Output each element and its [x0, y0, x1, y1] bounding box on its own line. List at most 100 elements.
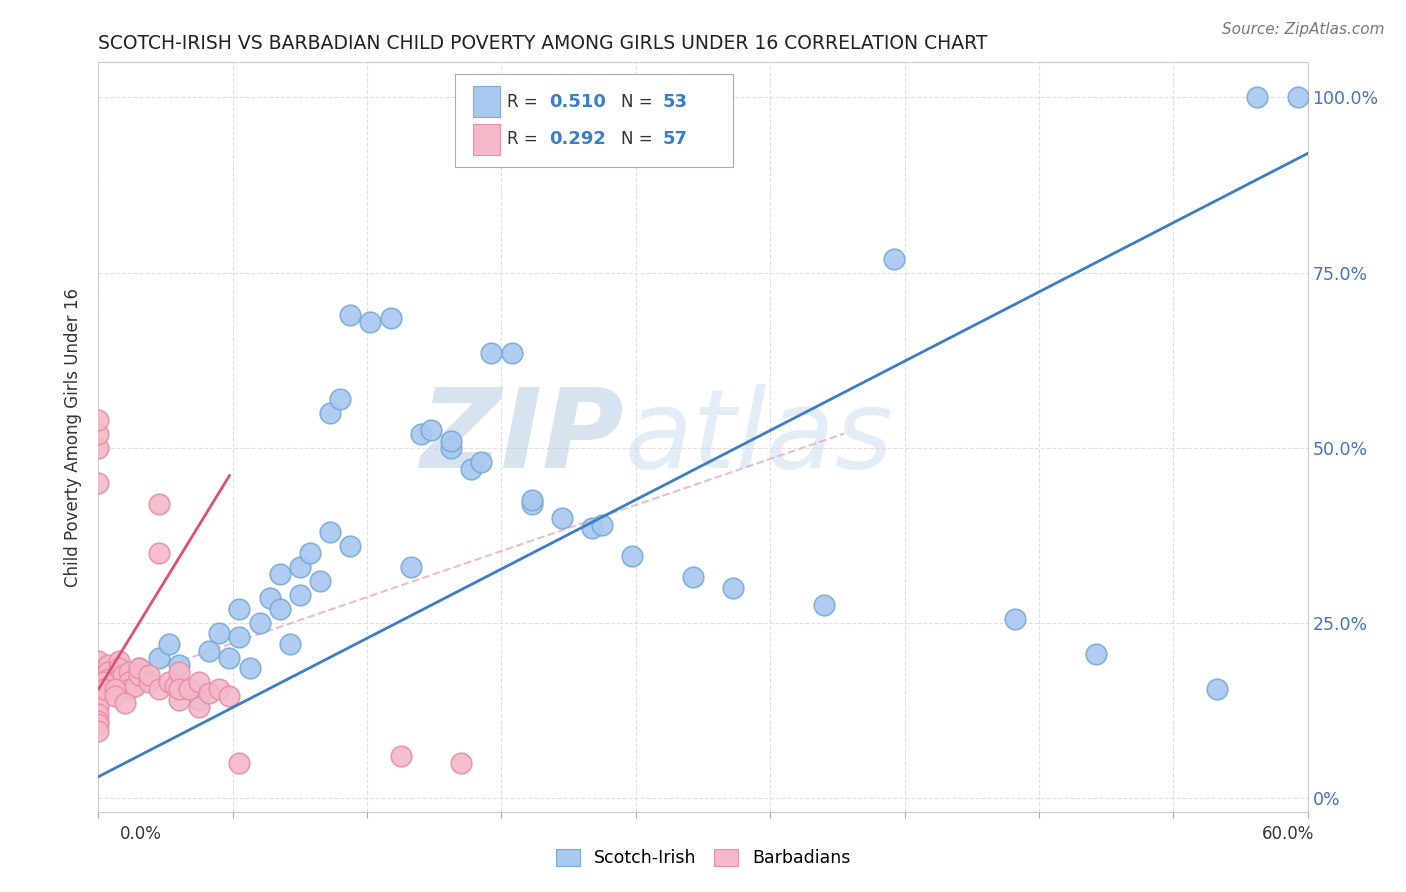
Point	[138, 675, 160, 690]
Point	[103, 689, 125, 703]
Point	[581, 521, 603, 535]
Point	[87, 441, 110, 455]
Point	[470, 454, 492, 468]
Point	[360, 314, 382, 328]
Point	[520, 493, 543, 508]
Point	[259, 591, 281, 606]
Point	[249, 615, 271, 630]
Point	[380, 311, 402, 326]
Point	[87, 661, 110, 675]
Text: N =: N =	[621, 93, 658, 111]
Point	[551, 510, 574, 524]
Text: R =: R =	[508, 93, 543, 111]
Point	[167, 682, 190, 697]
Point	[208, 682, 231, 697]
Point	[450, 756, 472, 770]
Point	[163, 679, 186, 693]
Point	[87, 679, 110, 693]
Point	[128, 668, 150, 682]
Point	[1206, 682, 1229, 697]
Point	[501, 346, 523, 360]
Point	[288, 588, 311, 602]
Point	[319, 524, 342, 539]
Point	[97, 682, 120, 697]
Point	[87, 699, 110, 714]
Text: 0.292: 0.292	[550, 130, 606, 148]
Text: ZIP: ZIP	[420, 384, 624, 491]
Text: Source: ZipAtlas.com: Source: ZipAtlas.com	[1222, 22, 1385, 37]
Point	[87, 724, 110, 739]
Point	[218, 689, 240, 703]
Point	[167, 657, 190, 672]
Point	[128, 661, 150, 675]
Point	[339, 539, 361, 553]
Point	[389, 748, 412, 763]
Point	[218, 650, 240, 665]
Point	[87, 686, 110, 700]
Point	[167, 692, 190, 706]
FancyBboxPatch shape	[474, 124, 501, 155]
Point	[157, 637, 180, 651]
Point	[97, 665, 120, 679]
Point	[157, 675, 180, 690]
Point	[148, 682, 170, 697]
Point	[621, 549, 644, 563]
Point	[124, 679, 146, 693]
Point	[87, 689, 110, 703]
Point	[148, 546, 170, 560]
Point	[339, 308, 361, 322]
Point	[440, 441, 463, 455]
Point	[138, 668, 160, 682]
Text: 0.510: 0.510	[550, 93, 606, 111]
Point	[239, 661, 262, 675]
Point	[228, 756, 250, 770]
Point	[1004, 612, 1026, 626]
Text: N =: N =	[621, 130, 658, 148]
Point	[103, 682, 125, 697]
Point	[1246, 90, 1268, 104]
Point	[269, 601, 291, 615]
Point	[319, 406, 342, 420]
Point	[87, 665, 110, 679]
FancyBboxPatch shape	[474, 86, 501, 117]
Point	[440, 434, 463, 448]
Point	[87, 654, 110, 668]
Point	[198, 643, 221, 657]
Text: 0.0%: 0.0%	[120, 825, 162, 843]
Point	[288, 559, 311, 574]
Point	[87, 672, 110, 686]
Point	[93, 682, 115, 697]
Point	[278, 637, 301, 651]
Point	[309, 574, 332, 588]
Point	[591, 517, 613, 532]
Point	[269, 566, 291, 581]
Point	[107, 661, 129, 675]
Point	[97, 657, 120, 672]
Point	[481, 346, 503, 360]
Point	[93, 675, 115, 690]
Point	[97, 672, 120, 686]
Point	[723, 581, 745, 595]
Point	[228, 601, 250, 615]
Point	[118, 682, 141, 697]
Text: R =: R =	[508, 130, 543, 148]
Point	[87, 717, 110, 731]
Text: atlas: atlas	[624, 384, 893, 491]
Point	[87, 426, 110, 441]
Point	[107, 654, 129, 668]
Point	[1286, 90, 1309, 104]
Point	[399, 559, 422, 574]
FancyBboxPatch shape	[456, 74, 734, 168]
Point	[520, 497, 543, 511]
Point	[299, 546, 322, 560]
Point	[87, 692, 110, 706]
Text: 53: 53	[664, 93, 688, 111]
Text: SCOTCH-IRISH VS BARBADIAN CHILD POVERTY AMONG GIRLS UNDER 16 CORRELATION CHART: SCOTCH-IRISH VS BARBADIAN CHILD POVERTY …	[98, 34, 988, 53]
Point	[128, 661, 150, 675]
Point	[148, 650, 170, 665]
Point	[460, 461, 482, 475]
Point	[87, 475, 110, 490]
Point	[420, 423, 443, 437]
Point	[167, 679, 190, 693]
Point	[883, 252, 905, 266]
